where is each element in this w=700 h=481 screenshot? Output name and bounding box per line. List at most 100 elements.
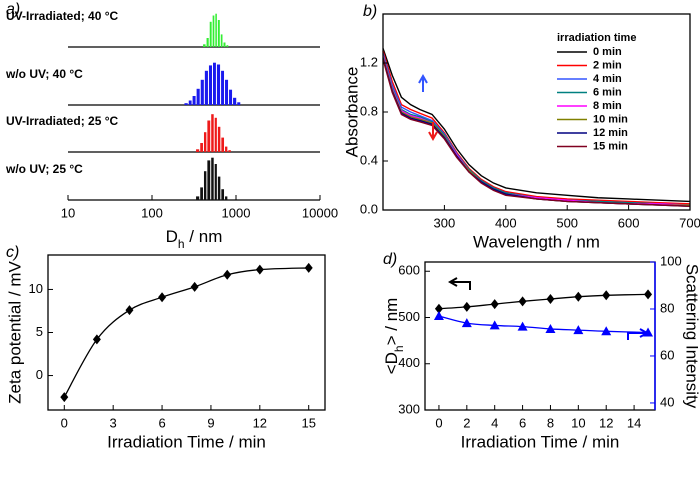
x-tick-label: 9 [207,415,214,430]
arrow-down [428,122,438,142]
arrow-right [627,328,650,340]
y-axis-label: <Dh> / nm [382,298,406,375]
marker [644,289,653,300]
marker [255,264,264,275]
bar [204,70,208,105]
bar [221,137,225,152]
y-tick-label: 1.2 [360,54,378,69]
arrows [418,73,650,340]
legend-label: 4 min [593,73,622,85]
marker [574,291,583,302]
y-tick-label: 400 [398,355,420,370]
legend-label: 2 min [593,59,622,71]
bar [214,164,217,200]
y2-axis-label: Scattering Intensity [683,264,700,409]
y-tick-label: 10 [29,281,43,296]
bar [207,120,211,152]
x-tick-label: 12 [253,415,267,430]
marker [125,305,134,316]
marker [546,294,555,304]
x-tick-label: 1000 [222,205,251,220]
y-tick-label: 300 [398,401,420,416]
y-tick-label: 0.0 [360,201,378,216]
x-axis-label: Dh / nm [166,227,223,251]
bar [212,15,215,47]
label-part: / nm [185,227,223,246]
series-line [382,56,690,206]
bar [196,149,200,152]
x-tick-label: 0 [61,415,68,430]
legend-label: 10 min [593,113,628,125]
legend-label: 6 min [593,86,622,98]
panel-label: b) [363,3,377,20]
y-tick-label: 100 [660,253,682,268]
series-line [382,53,691,206]
bar [203,44,206,47]
bar [220,34,223,47]
marker [518,296,527,307]
y-tick-label: 0.4 [360,152,378,167]
legend-title: irradiation time [557,32,636,44]
bar [208,65,212,105]
marker [461,318,472,328]
marker [434,303,443,314]
bar [212,62,216,105]
y-axis-label: Zeta potential / mV [5,261,24,404]
legend-label: 8 min [593,100,622,112]
marker [433,311,444,321]
bar [196,88,200,105]
arrow-left [447,277,471,290]
bar [237,102,241,105]
x-tick-label: 400 [495,215,517,230]
label-part: > / nm [382,298,401,346]
y-tick-label: 5 [36,324,43,339]
marker [489,320,500,330]
row-label: w/o UV; 25 °C [5,162,83,176]
marker [223,269,232,280]
x-tick-label: 300 [434,215,456,230]
marker [573,325,584,335]
bar [211,157,214,200]
x-tick-label: 10 [571,415,585,430]
bar [206,38,209,47]
y-tick-label: 500 [398,309,420,324]
x-tick-label: 100 [141,205,163,220]
bar [217,126,221,152]
series-line [63,267,309,398]
x-tick-label: 600 [618,215,640,230]
x-tick-label: 10000 [302,205,338,220]
bar [217,176,221,200]
y-tick-label: 0 [36,367,43,382]
bar [225,146,228,152]
label-part: <D [382,352,401,374]
bar [184,103,188,105]
x-tick-label: 6 [519,415,526,430]
x-axis-label: Wavelength / nm [473,232,600,251]
label-part: h [392,345,406,352]
y-tick-label: 0.8 [360,103,378,118]
arrow-up [418,73,428,92]
series-line [382,54,691,206]
row-label: w/o UV; 40 °C [5,67,83,81]
bar [200,79,204,105]
bar [216,64,221,105]
x-tick-label: 700 [679,215,700,230]
series-line [382,55,691,206]
bar [209,21,212,47]
marker [158,292,167,303]
legend-label: 12 min [593,127,628,139]
marker [304,262,313,273]
bar [226,45,229,47]
bar [188,100,192,105]
bar [223,42,226,47]
marker [190,281,199,292]
bar [196,196,200,200]
marker [602,290,611,301]
marker [462,301,471,312]
bar [200,143,203,152]
marker [92,334,101,345]
legend-label: 0 min [593,46,622,58]
x-tick-label: 4 [491,415,498,430]
y-axis-label: Absorbance [342,67,361,158]
legend-label: 15 min [593,140,628,152]
